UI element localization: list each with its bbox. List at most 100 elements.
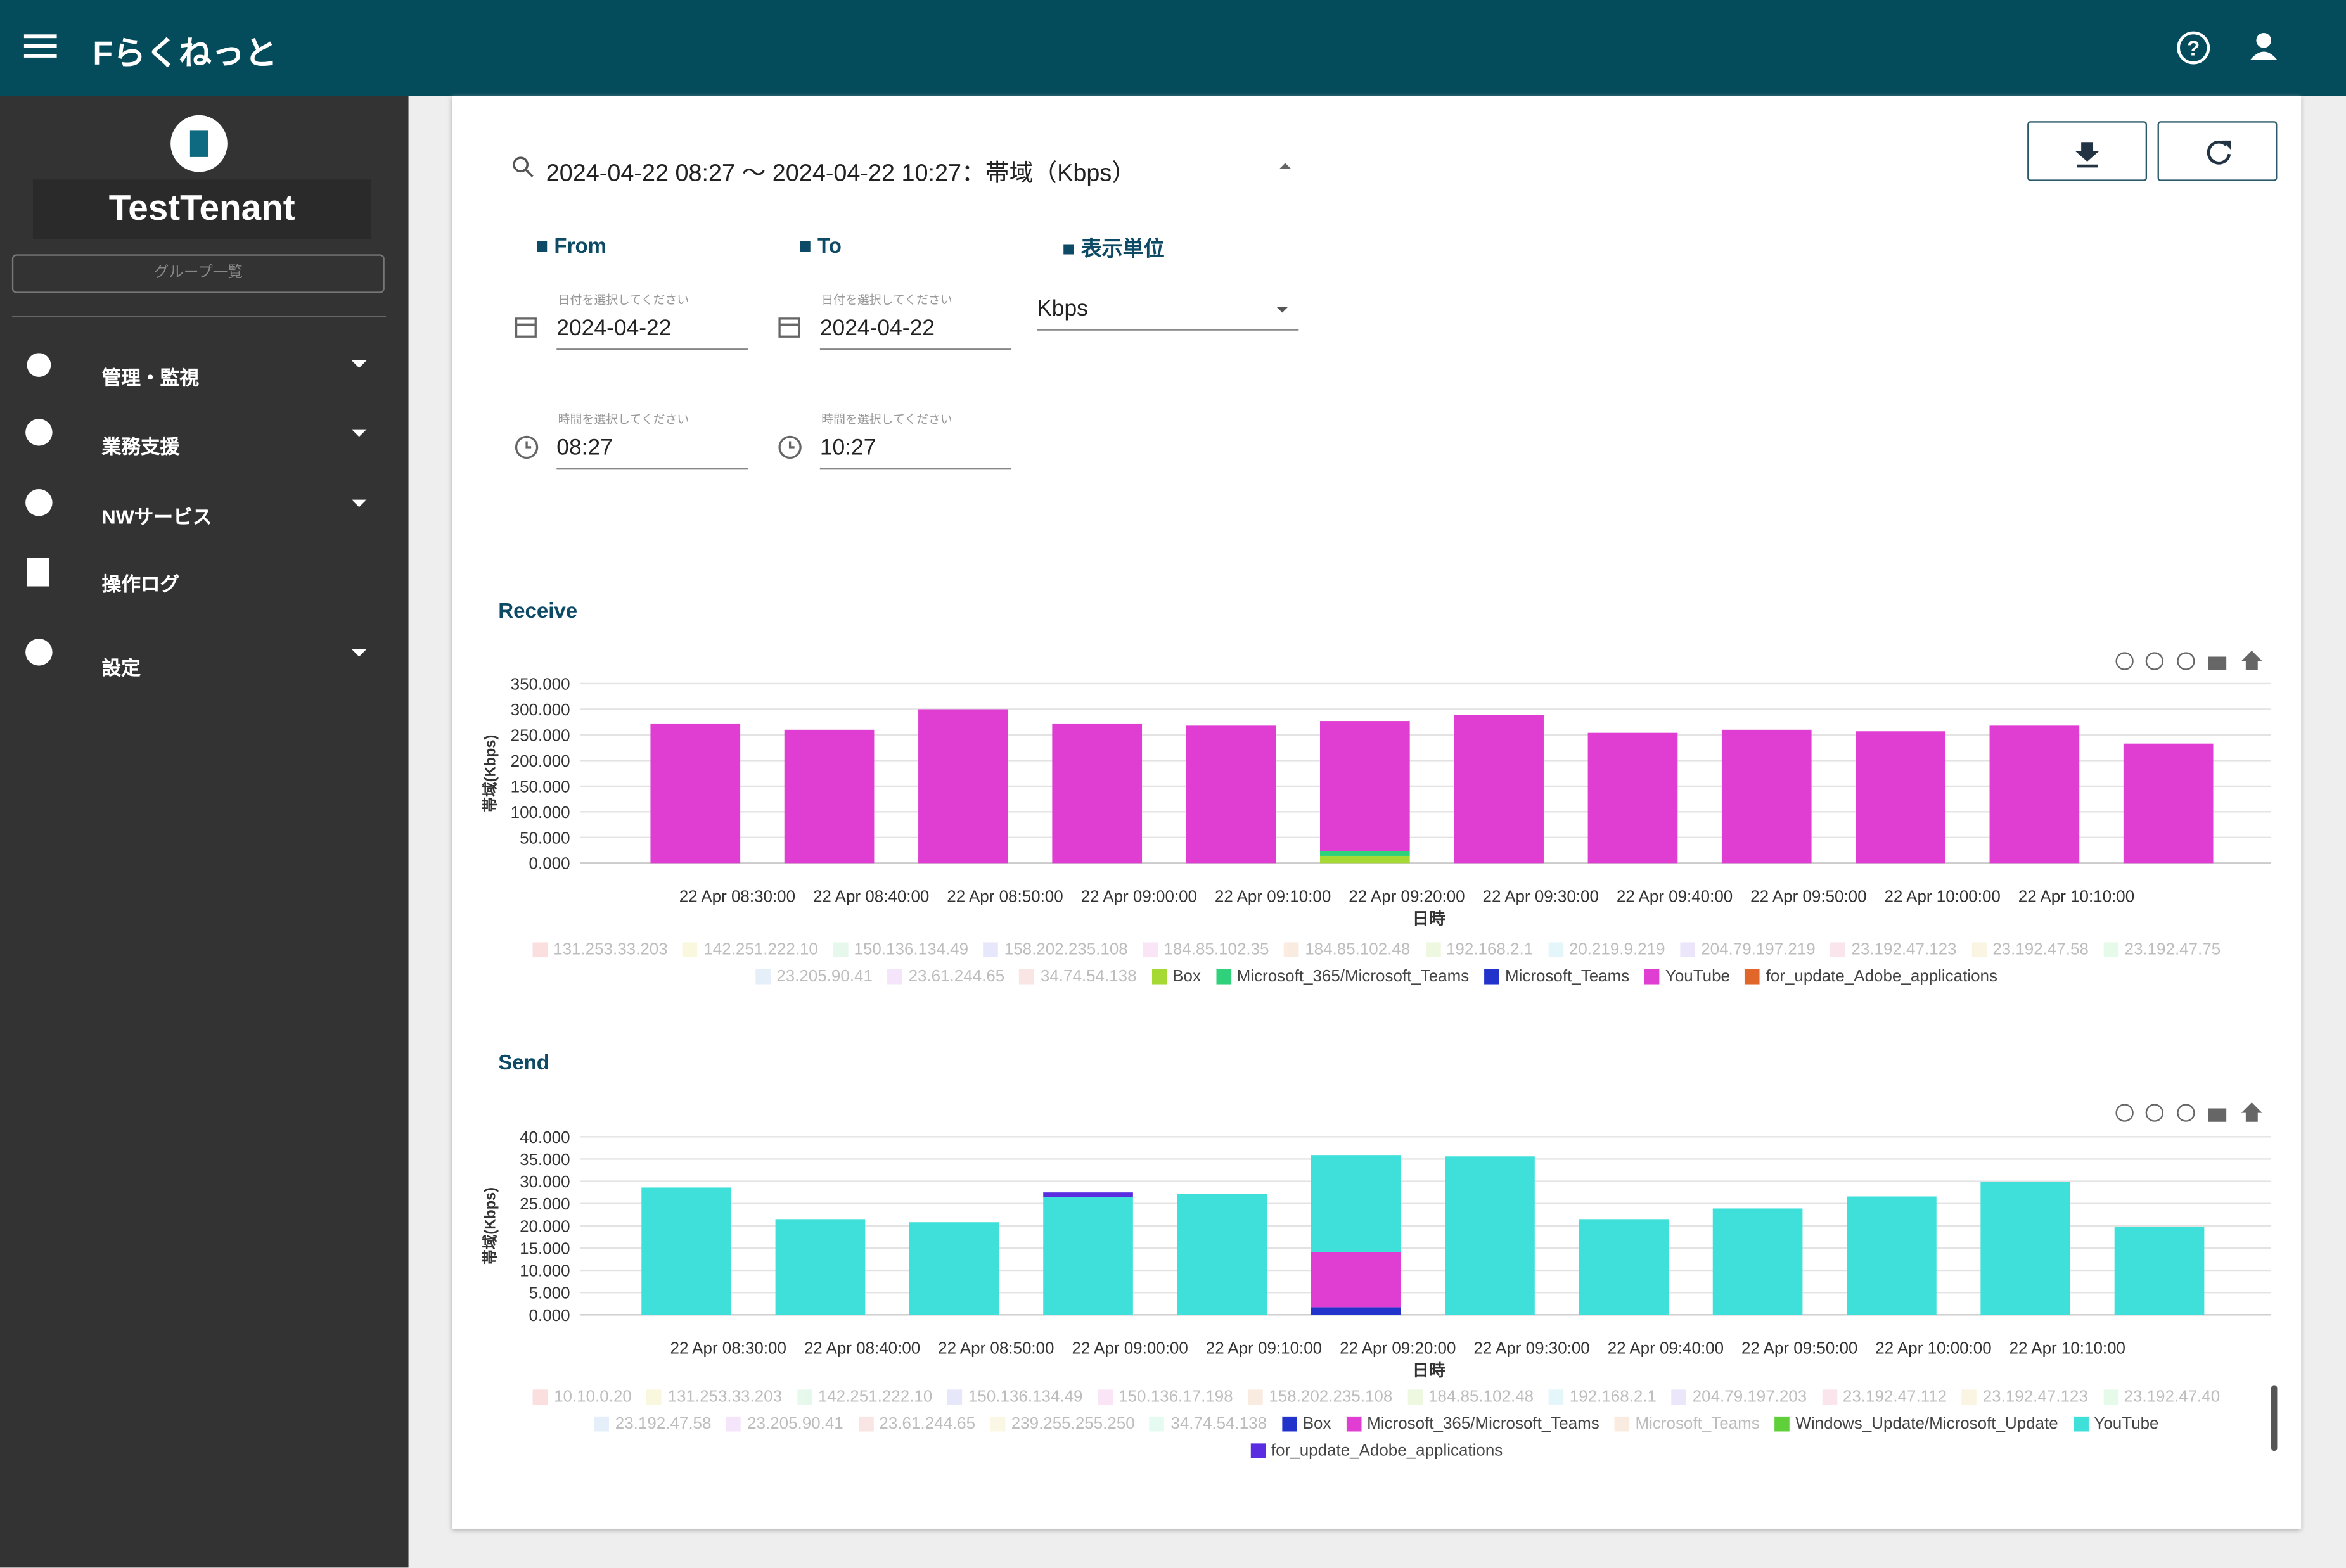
chart-toolbar[interactable] bbox=[2115, 651, 2262, 670]
toolbar-icon[interactable] bbox=[2115, 1104, 2134, 1122]
bar-segment bbox=[1319, 721, 1410, 851]
legend-item[interactable]: 184.85.102.48 bbox=[1407, 1388, 1534, 1406]
legend-item[interactable]: 131.253.33.203 bbox=[646, 1388, 782, 1406]
legend-item[interactable]: 158.202.235.108 bbox=[1248, 1388, 1392, 1406]
legend-item[interactable]: 23.192.47.75 bbox=[2103, 941, 2221, 959]
legend-item[interactable]: Microsoft_365/Microsoft_Teams bbox=[1346, 1415, 1599, 1433]
legend-item[interactable]: for_update_Adobe_applications bbox=[1745, 968, 1997, 986]
legend-swatch bbox=[983, 942, 999, 958]
legend-label: 142.251.222.10 bbox=[703, 941, 818, 959]
toolbar-icon[interactable] bbox=[2208, 1102, 2262, 1122]
legend-item[interactable]: 158.202.235.108 bbox=[983, 941, 1128, 959]
group-button[interactable]: グループ一覧 bbox=[11, 254, 385, 293]
legend-item[interactable]: YouTube bbox=[2073, 1415, 2158, 1433]
to-time[interactable]: 10:27 bbox=[819, 435, 1012, 470]
legend-label: Microsoft_Teams bbox=[1504, 967, 1630, 986]
legend-item[interactable]: Microsoft_Teams bbox=[1484, 968, 1629, 986]
legend-item[interactable]: 184.85.102.48 bbox=[1284, 941, 1410, 959]
toolbar-icon[interactable] bbox=[2145, 1104, 2164, 1122]
download-button[interactable] bbox=[2027, 121, 2148, 181]
legend-item[interactable]: 23.205.90.41 bbox=[726, 1415, 843, 1433]
legend-item[interactable]: 23.192.47.123 bbox=[1961, 1388, 2088, 1406]
to-date[interactable]: 2024-04-22 bbox=[819, 316, 1012, 350]
menu-item[interactable]: NWサービス bbox=[101, 506, 212, 528]
filter-summary[interactable]: 2024-04-22 08:27 ～ 2024-04-22 10:27：帯域（K… bbox=[546, 161, 1136, 188]
x-axis-title: 日時 bbox=[1413, 1361, 1445, 1380]
legend-item[interactable]: 34.74.54.138 bbox=[1019, 968, 1137, 986]
legend-swatch bbox=[594, 1416, 610, 1432]
label-from: ■ From bbox=[535, 233, 607, 258]
y-tick-label: 350.000 bbox=[511, 674, 570, 693]
legend-item[interactable]: 23.205.90.41 bbox=[755, 968, 873, 986]
y-tick-label: 40.000 bbox=[520, 1128, 570, 1147]
toolbar-icon[interactable] bbox=[2115, 652, 2134, 670]
legend-item[interactable]: for_update_Adobe_applications bbox=[1250, 1442, 1503, 1460]
y-tick-label: 10.000 bbox=[520, 1261, 570, 1280]
legend-label: 239.255.255.250 bbox=[1011, 1415, 1135, 1433]
collapse-arrow[interactable] bbox=[1278, 162, 1293, 170]
legend-item[interactable]: 23.61.244.65 bbox=[887, 968, 1004, 986]
menu-item[interactable]: 設定 bbox=[101, 656, 141, 679]
toolbar-icon[interactable] bbox=[2177, 1104, 2195, 1122]
toolbar-icon[interactable] bbox=[2145, 652, 2164, 670]
chart-toolbar[interactable] bbox=[2115, 1102, 2262, 1122]
x-tick-label: 22 Apr 09:50:00 bbox=[1741, 1339, 1857, 1358]
refresh-button[interactable] bbox=[2157, 121, 2278, 181]
legend-item[interactable]: 150.136.134.49 bbox=[833, 941, 968, 959]
menu-item[interactable]: 管理・監視 bbox=[101, 366, 200, 389]
toolbar-icon[interactable] bbox=[2208, 651, 2262, 670]
x-tick-label: 22 Apr 08:30:00 bbox=[679, 887, 795, 906]
legend-swatch bbox=[1098, 1389, 1113, 1405]
tenant-name: TestTenant bbox=[32, 179, 371, 239]
legend-item[interactable]: 184.85.102.35 bbox=[1143, 941, 1269, 959]
legend-swatch bbox=[1151, 969, 1167, 985]
legend-item[interactable]: Microsoft_365/Microsoft_Teams bbox=[1215, 968, 1469, 986]
legend-item[interactable]: 150.136.17.198 bbox=[1098, 1388, 1233, 1406]
legend-item[interactable]: 23.192.47.123 bbox=[1830, 941, 1957, 959]
user-button[interactable] bbox=[2247, 30, 2280, 63]
legend-item[interactable]: 23.192.47.40 bbox=[2103, 1388, 2220, 1406]
legend-item[interactable]: 20.219.9.219 bbox=[1548, 941, 1665, 959]
y-tick-label: 200.000 bbox=[511, 751, 570, 770]
legend-swatch bbox=[2103, 1389, 2118, 1405]
chart-title: Receive bbox=[498, 599, 577, 623]
svg-text:?: ? bbox=[2187, 37, 2200, 60]
y-tick-label: 300.000 bbox=[511, 700, 570, 719]
from-time[interactable]: 08:27 bbox=[556, 435, 748, 470]
legend-item[interactable]: 150.136.134.49 bbox=[947, 1388, 1082, 1406]
legend-item[interactable]: 204.79.197.219 bbox=[1680, 941, 1816, 959]
menu-button[interactable] bbox=[23, 33, 57, 60]
legend-item[interactable]: 131.253.33.203 bbox=[532, 941, 668, 959]
legend-item[interactable]: 23.61.244.65 bbox=[858, 1415, 975, 1433]
legend-item[interactable]: 142.251.222.10 bbox=[683, 941, 818, 959]
help-button[interactable]: ? bbox=[2176, 30, 2212, 66]
legend-item[interactable]: 204.79.197.203 bbox=[1671, 1388, 1807, 1406]
menu-item[interactable]: 業務支援 bbox=[101, 435, 180, 458]
y-axis-title: 帯域(Kbps) bbox=[482, 735, 499, 812]
date-hint: 日付を選択してください bbox=[821, 293, 952, 307]
legend-item[interactable]: Box bbox=[1281, 1415, 1331, 1433]
legend-swatch bbox=[1425, 942, 1440, 958]
legend-item[interactable]: 192.168.2.1 bbox=[1548, 1388, 1657, 1406]
menu-item[interactable]: 操作ログ bbox=[101, 573, 180, 596]
legend-item[interactable]: 10.10.0.20 bbox=[533, 1388, 632, 1406]
legend-item[interactable]: 239.255.255.250 bbox=[990, 1415, 1135, 1433]
legend-item[interactable]: 142.251.222.10 bbox=[797, 1388, 932, 1406]
legend-item[interactable]: YouTube bbox=[1644, 968, 1730, 986]
from-date[interactable]: 2024-04-22 bbox=[556, 316, 748, 350]
legend-label: 23.192.47.112 bbox=[1842, 1388, 1947, 1406]
toolbar-icon[interactable] bbox=[2177, 652, 2195, 670]
bar-segment bbox=[650, 723, 741, 864]
legend-item[interactable]: Box bbox=[1151, 968, 1201, 986]
legend-swatch bbox=[1745, 969, 1760, 985]
legend-item[interactable]: 34.74.54.138 bbox=[1150, 1415, 1267, 1433]
unit-select[interactable]: Kbps bbox=[1037, 296, 1299, 331]
legend-item[interactable]: 23.192.47.58 bbox=[594, 1415, 711, 1433]
bar-segment bbox=[1311, 1155, 1401, 1252]
legend-item[interactable]: Windows_Update/Microsoft_Update bbox=[1774, 1415, 2058, 1433]
legend-item[interactable]: 23.192.47.112 bbox=[1821, 1388, 1947, 1406]
legend-item[interactable]: 192.168.2.1 bbox=[1425, 941, 1533, 959]
legend-item[interactable]: 23.192.47.58 bbox=[1971, 941, 2089, 959]
legend-item[interactable]: Microsoft_Teams bbox=[1614, 1415, 1760, 1433]
app-title: Fらくねっと bbox=[93, 34, 278, 72]
